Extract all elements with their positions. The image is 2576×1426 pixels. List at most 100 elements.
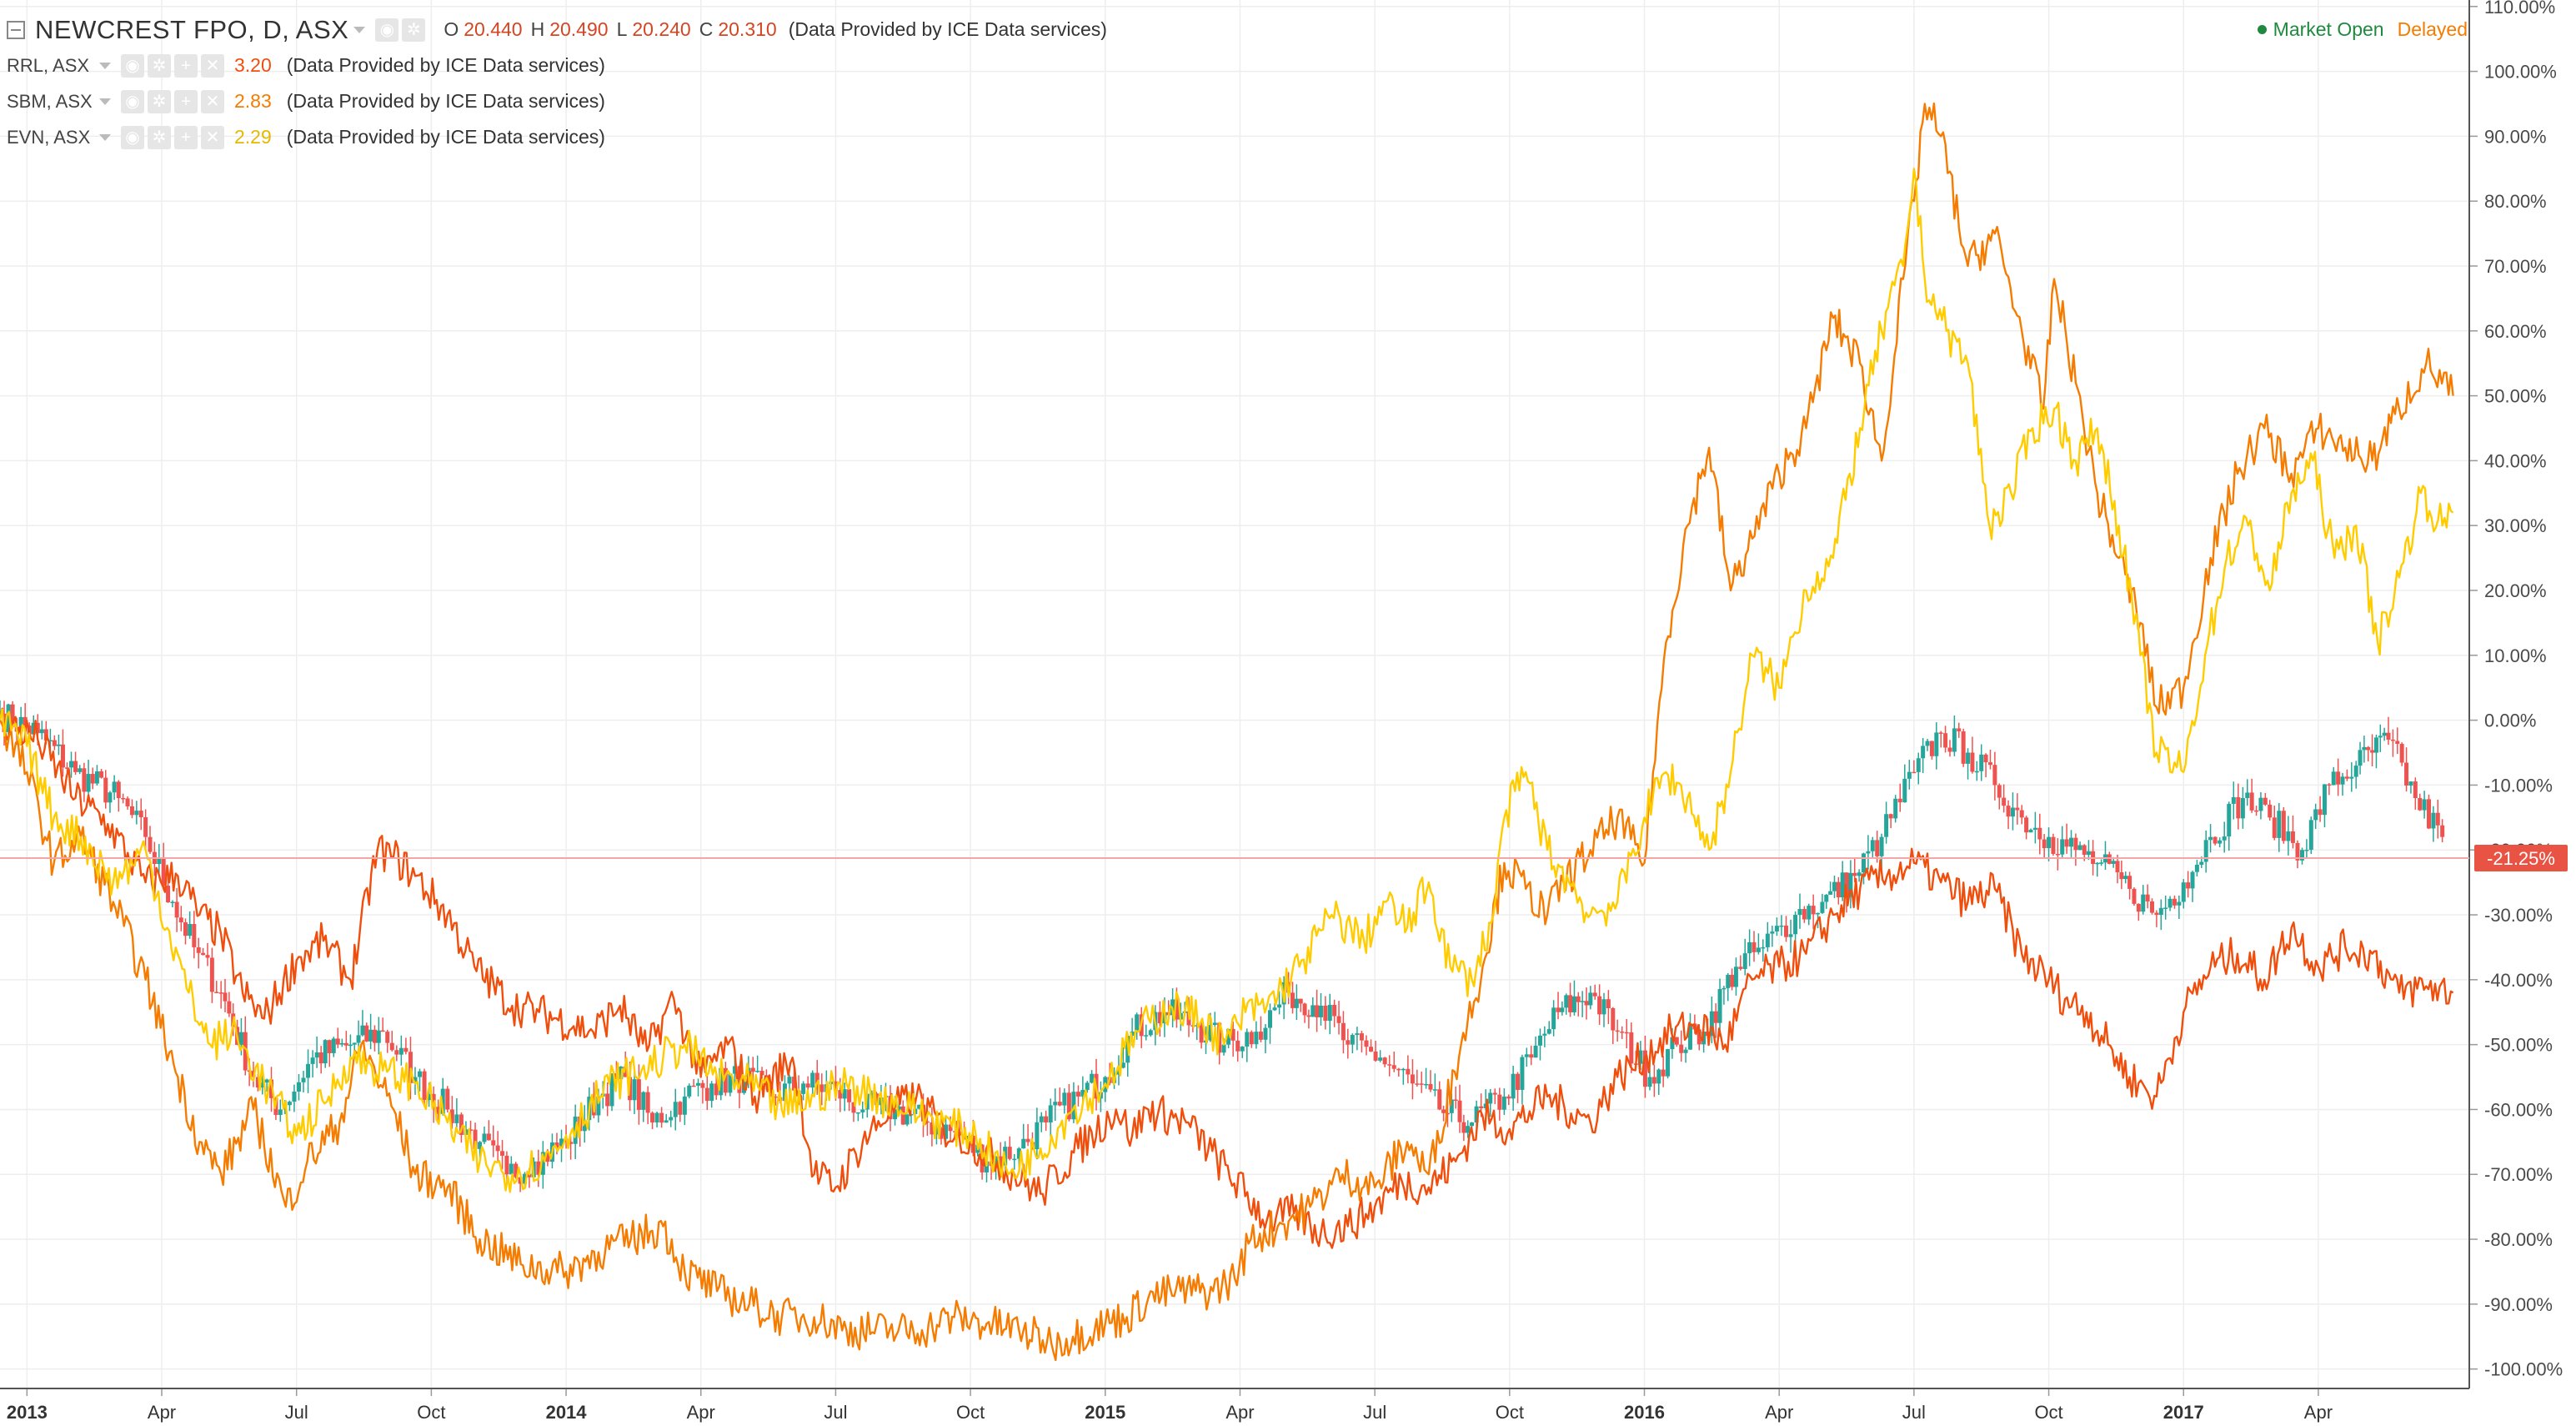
candle-body [1053,1102,1058,1106]
candle-body [1378,1057,1383,1061]
candle-body [1479,1106,1484,1109]
x-tick-label: Oct [417,1402,445,1423]
candle-body [287,1102,292,1106]
candle-body [917,1104,922,1109]
collapse-icon[interactable] [7,20,25,39]
ohlc-low: L 20.240 [616,18,691,40]
candle-body [23,716,28,726]
candle-body [343,1042,348,1046]
eye-icon[interactable]: ◉ [375,18,399,42]
plus-icon[interactable]: + [174,53,198,78]
close-icon[interactable]: ✕ [201,53,224,78]
candle-body [482,1133,487,1142]
candle-body [2158,907,2163,916]
candle-body [1788,934,1793,937]
gear-icon[interactable]: ✲ [148,89,171,113]
candle-body [296,1082,301,1092]
gear-icon[interactable]: ✲ [148,53,171,78]
gear-icon[interactable]: ✲ [148,125,171,149]
candle-body [134,811,139,816]
candle-body [31,722,36,735]
candle-body [994,1156,999,1167]
candle-body [2440,825,2445,837]
eye-icon[interactable]: ◉ [121,125,144,149]
candle-body [669,1117,674,1121]
candle-body [1240,1047,1245,1052]
candle-body [103,777,108,803]
main-symbol[interactable]: NEWCREST FPO, D, ASX [35,15,349,44]
candle-body [1419,1083,1424,1085]
eye-icon[interactable]: ◉ [121,89,144,113]
candle-body [659,1112,664,1123]
candle-body [1449,1099,1454,1113]
candle-body [1057,1102,1062,1106]
compare-symbol[interactable]: SBM, ASX [7,91,93,112]
chevron-down-icon[interactable] [99,62,111,69]
chevron-down-icon[interactable] [99,133,111,141]
status-dot-icon [2257,25,2267,34]
candle-body [2236,796,2241,819]
candle-body [714,1083,719,1096]
candle-body [1035,1122,1040,1150]
candle-body [2132,888,2137,904]
candle-body [2019,810,2024,818]
series-line-rrl [0,707,2454,1249]
chevron-down-icon[interactable] [353,26,366,33]
candle-body [1336,1016,1341,1023]
plus-icon[interactable]: + [174,125,198,149]
chevron-down-icon[interactable] [99,98,111,105]
candle-body [2373,737,2378,753]
plus-icon[interactable]: + [174,89,198,113]
candle-body [1752,941,1757,952]
candle-body [750,1067,755,1072]
current-price-badge [2474,844,2568,871]
candle-body [306,1063,311,1078]
candle-body [623,1067,628,1077]
candle-body [805,1083,810,1088]
candle-body [18,716,23,732]
compare-value: 2.29 [234,126,272,148]
candle-body [1828,891,1833,895]
candle-body [161,858,166,886]
candle-body [1952,728,1957,752]
candle-body [896,1106,901,1110]
candle-body [2123,876,2128,880]
candle-body [427,1093,432,1101]
candle-body [1816,912,1821,915]
candle-body [1824,894,1829,902]
candle-body [364,1025,369,1042]
candle-body [2145,894,2150,901]
delayed-indicator: Delayed [2397,18,2468,40]
candle-body [2163,907,2168,909]
candle-body [1306,1015,1311,1017]
candle-body [2378,736,2383,738]
candle-body [403,1047,408,1052]
candle-body [847,1089,852,1102]
eye-icon[interactable]: ◉ [121,53,144,78]
compare-symbol[interactable]: RRL, ASX [7,55,90,76]
candle-body [1844,872,1849,897]
candle-body [509,1163,514,1175]
y-tick-label: 50.00% [2484,386,2547,407]
gear-icon[interactable]: ✲ [402,18,426,42]
candle-body [188,924,193,936]
candle-body [1249,1032,1254,1045]
candle-body [1774,926,1779,931]
candle-body [1432,1089,1437,1091]
candle-body [2154,912,2159,916]
compare-symbol[interactable]: EVN, ASX [7,127,91,148]
candle-body [73,761,78,772]
y-tick-label: 40.00% [2484,450,2547,471]
candle-body [632,1079,637,1101]
candle-body [436,1107,441,1114]
x-tick-label: Oct [1496,1402,1524,1423]
close-icon[interactable]: ✕ [201,89,224,113]
candle-body [1857,872,1862,876]
candle-body [1888,814,1893,819]
candle-body [2086,851,2091,856]
close-icon[interactable]: ✕ [201,125,224,149]
candle-body [2395,741,2400,745]
candle-body [1661,1069,1666,1077]
x-tick-label: Apr [2304,1402,2333,1423]
